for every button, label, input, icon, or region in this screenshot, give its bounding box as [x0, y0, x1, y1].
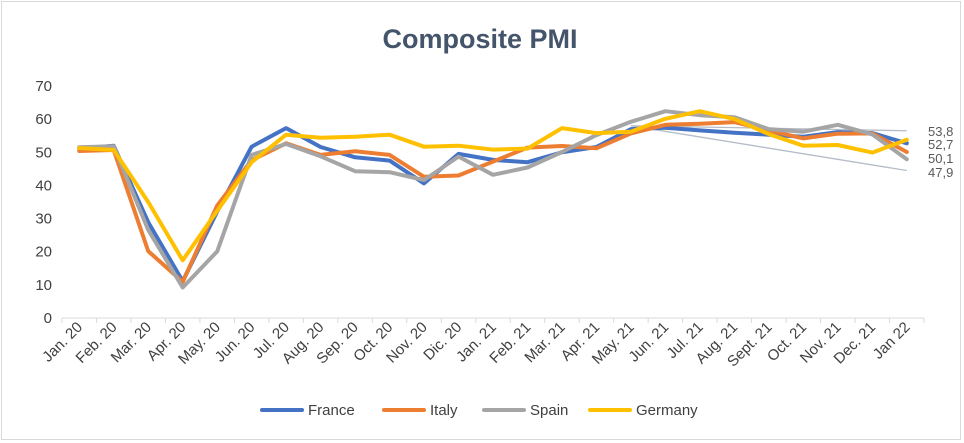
y-tick-label: 10	[35, 277, 52, 294]
series-lines	[77, 109, 909, 290]
y-tick-label: 50	[35, 144, 52, 161]
y-tick-label: 40	[35, 177, 52, 194]
y-tick-label: 0	[44, 310, 52, 327]
x-tick-label: Jan 22	[870, 319, 914, 363]
end-value-label: 52,7	[928, 137, 953, 152]
end-value-label: 47,9	[928, 165, 953, 180]
series-line-spain	[77, 109, 909, 290]
legend-label-spain: Spain	[530, 402, 568, 419]
legend-label-germany: Germany	[636, 402, 698, 419]
y-tick-label: 20	[35, 244, 52, 261]
legend-label-italy: Italy	[430, 402, 458, 419]
chart-title: Composite PMI	[382, 24, 577, 54]
series-line-germany	[77, 109, 909, 263]
y-tick-label: 30	[35, 211, 52, 228]
y-tick-label: 70	[35, 78, 52, 95]
legend: France Italy Spain Germany	[260, 402, 698, 419]
end-labels: 53,852,750,147,9	[928, 124, 953, 180]
trendline-2	[630, 125, 907, 172]
series-line-italy	[77, 120, 909, 284]
legend-label-france: France	[308, 402, 355, 419]
end-value-label: 53,8	[928, 124, 953, 139]
end-value-label: 50,1	[928, 151, 953, 166]
y-tick-label: 60	[35, 111, 52, 128]
